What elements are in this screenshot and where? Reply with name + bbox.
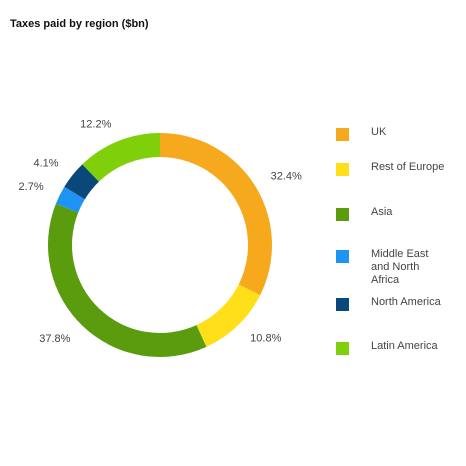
slice <box>82 133 160 182</box>
slice <box>196 284 261 347</box>
value-label: 2.7% <box>19 181 44 193</box>
value-label: 12.2% <box>80 118 111 130</box>
legend-item: Rest of Europe <box>336 161 445 176</box>
legend-swatch <box>336 163 349 176</box>
value-label: 4.1% <box>33 158 58 170</box>
legend-item: Middle East and North Africa <box>336 248 445 287</box>
slice <box>48 203 207 357</box>
legend-item: UK <box>336 126 445 141</box>
legend-swatch <box>336 208 349 221</box>
slice <box>64 164 99 200</box>
legend-label: Asia <box>371 206 393 218</box>
slice <box>55 186 85 213</box>
legend-item: Asia <box>336 206 445 221</box>
legend-swatch <box>336 128 349 141</box>
slice <box>160 133 273 296</box>
legend-label: Rest of Europe <box>371 161 445 173</box>
legend-label: Latin America <box>371 340 438 352</box>
legend-label: Middle East and North Africa <box>371 248 429 286</box>
value-label: 32.4% <box>271 171 302 183</box>
legend-label: North America <box>371 296 441 308</box>
legend-swatch <box>336 250 349 263</box>
legend-item: North America <box>336 296 445 311</box>
legend-swatch <box>336 298 349 311</box>
legend-swatch <box>336 342 349 355</box>
value-label: 10.8% <box>250 333 281 345</box>
legend-label: UK <box>371 126 387 138</box>
value-label: 37.8% <box>39 333 70 345</box>
legend-item: Latin America <box>336 340 445 355</box>
chart-title: Taxes paid by region ($bn) <box>10 18 149 30</box>
